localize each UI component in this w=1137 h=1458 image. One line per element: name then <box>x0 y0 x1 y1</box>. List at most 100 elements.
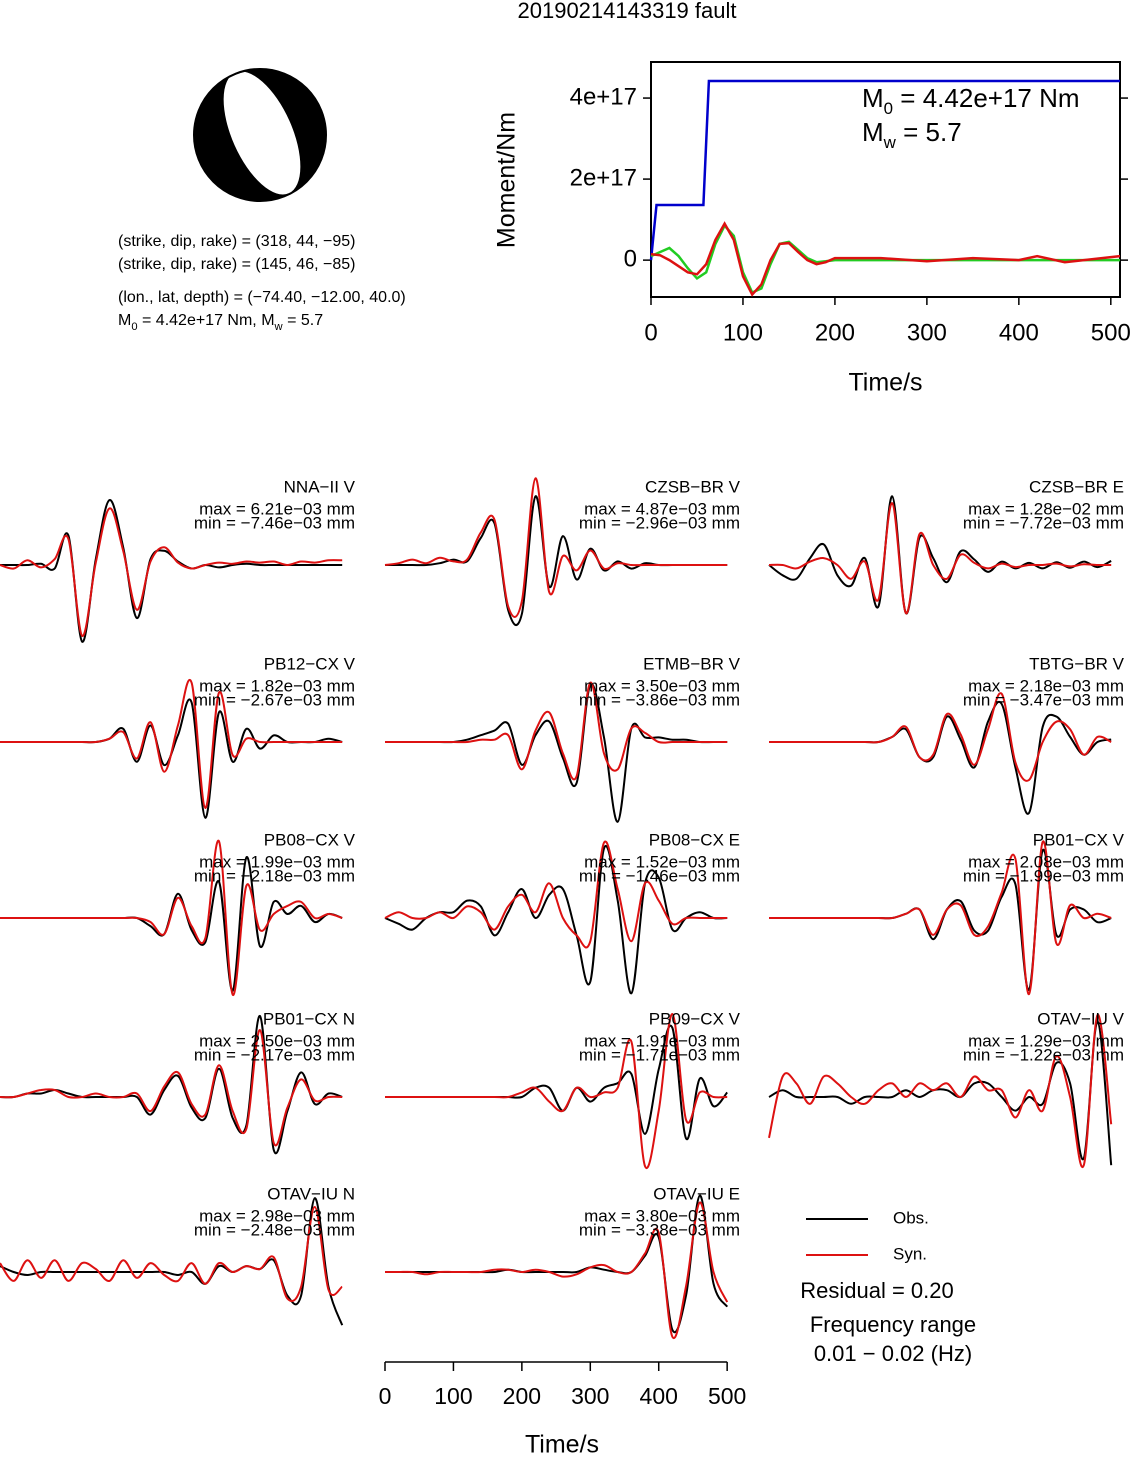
waveform <box>0 1029 343 1147</box>
x-tick-label: 400 <box>999 319 1039 346</box>
min-label: min = −1.22e−03 mm <box>963 1045 1124 1064</box>
text-part: M <box>862 117 884 147</box>
waveform <box>0 679 343 809</box>
text-part: = 5.7 <box>283 312 324 329</box>
max-label: max = 1.28e−02 mm <box>968 499 1124 518</box>
annotation: M0 = 4.42e+17 Nm <box>862 83 1080 118</box>
station-label: OTAV−IU N <box>267 1184 355 1203</box>
station-label: PB08−CX E <box>649 830 740 849</box>
x-axis-label: Time/s <box>525 1431 599 1458</box>
min-label: min = −3.38e−03 mm <box>579 1220 740 1239</box>
nodal-plane: (strike, dip, rake) = (318, 44, −95) <box>118 233 355 250</box>
max-label: max = 2.98e−03 mm <box>199 1206 355 1225</box>
waveform <box>384 681 728 781</box>
max-label: max = 1.52e−03 mm <box>584 852 740 871</box>
y-tick-label: 4e+17 <box>570 83 637 110</box>
text-part: M <box>118 312 131 329</box>
min-label: min = −1.99e−03 mm <box>963 866 1124 885</box>
station-label: OTAV−IU V <box>1037 1009 1124 1028</box>
min-label: min = −3.86e−03 mm <box>579 690 740 709</box>
text-part: w <box>274 321 284 333</box>
waveform <box>768 1014 1113 1169</box>
nodal-plane: (strike, dip, rake) = (145, 46, −85) <box>118 256 355 273</box>
text-part: M <box>862 83 884 113</box>
legend-label: Syn. <box>893 1244 927 1263</box>
waveform <box>385 1013 728 1170</box>
station-label: PB12−CX V <box>264 654 356 673</box>
max-label: max = 3.80e−03 mm <box>584 1206 740 1225</box>
min-label: min = −7.46e−03 mm <box>194 513 355 532</box>
x-tick-label: 200 <box>815 319 855 346</box>
annotation: Mw = 5.7 <box>862 117 962 152</box>
max-label: max = 2.08e−03 mm <box>968 852 1124 871</box>
station-label: PB09−CX V <box>649 1009 741 1028</box>
min-label: min = −7.72e−03 mm <box>963 513 1124 532</box>
waveform <box>0 507 343 637</box>
max-label: max = 2.50e−03 mm <box>199 1031 355 1050</box>
waveform <box>384 840 728 949</box>
waveform <box>769 840 1112 996</box>
max-label: max = 4.87e−03 mm <box>584 499 740 518</box>
figure-title: 20190214143319 fault <box>518 0 737 23</box>
max-label: max = 1.29e−03 mm <box>968 1031 1124 1050</box>
waveform <box>768 692 1112 782</box>
beachball <box>193 68 327 202</box>
frequency-title: Frequency range <box>810 1312 976 1337</box>
max-label: max = 2.18e−03 mm <box>968 676 1124 695</box>
max-label: max = 1.82e−03 mm <box>199 676 355 695</box>
waveform <box>768 701 1112 815</box>
x-tick-label: 100 <box>723 319 763 346</box>
moment-text: M0 = 4.42e+17 Nm, Mw = 5.7 <box>118 312 323 333</box>
station-label: TBTG−BR V <box>1029 654 1125 673</box>
station-label: NNA−II V <box>284 477 356 496</box>
text-part: w <box>883 133 897 152</box>
residual: Residual = 0.20 <box>800 1278 954 1303</box>
max-label: max = 1.99e−03 mm <box>199 852 355 871</box>
min-label: min = −2.96e−03 mm <box>579 513 740 532</box>
max-label: max = 3.50e−03 mm <box>584 676 740 695</box>
waveform <box>384 477 728 618</box>
y-tick-label: 2e+17 <box>570 164 637 191</box>
text-part: 0 <box>131 321 137 333</box>
max-label: max = 6.21e−03 mm <box>199 499 355 518</box>
station-label: PB01−CX N <box>263 1009 355 1028</box>
min-label: min = −2.18e−03 mm <box>194 866 355 885</box>
min-label: min = −3.47e−03 mm <box>963 690 1124 709</box>
min-label: min = −1.46e−03 mm <box>579 866 740 885</box>
waveform <box>0 840 343 996</box>
waveform <box>385 1201 729 1340</box>
min-label: min = −1.71e−03 mm <box>579 1045 740 1064</box>
min-label: min = −2.67e−03 mm <box>194 690 355 709</box>
station-label: CZSB−BR E <box>1029 477 1124 496</box>
x-tick-label: 300 <box>907 319 947 346</box>
station-label: ETMB−BR V <box>643 654 740 673</box>
max-label: max = 1.91e−03 mm <box>584 1031 740 1050</box>
x-tick-label: 300 <box>571 1383 609 1409</box>
min-label: min = −2.48e−03 mm <box>194 1220 355 1239</box>
station-label: PB01−CX V <box>1033 830 1125 849</box>
text-part: = 4.42e+17 Nm, M <box>138 312 275 329</box>
frequency-range: 0.01 − 0.02 (Hz) <box>814 1341 972 1366</box>
location: (lon., lat, depth) = (−74.40, −12.00, 40… <box>118 289 406 306</box>
x-tick-label: 0 <box>379 1383 392 1409</box>
text-part: = 5.7 <box>896 117 962 147</box>
x-tick-label: 200 <box>503 1383 541 1409</box>
text-part: = 4.42e+17 Nm <box>893 83 1079 113</box>
waveform <box>0 698 343 819</box>
waveform <box>0 1197 344 1326</box>
station-label: PB08−CX V <box>264 830 356 849</box>
x-tick-label: 500 <box>1091 319 1131 346</box>
station-label: OTAV−IU E <box>653 1184 740 1203</box>
y-axis-label: Moment/Nm <box>493 112 521 248</box>
series-line <box>649 79 1120 261</box>
x-tick-label: 400 <box>640 1383 678 1409</box>
waveform <box>384 844 728 995</box>
waveform <box>768 1020 1113 1166</box>
waveform <box>768 502 1112 615</box>
x-axis-label: Time/s <box>848 369 922 397</box>
x-tick-label: 100 <box>434 1383 472 1409</box>
text-part: 0 <box>884 99 893 118</box>
legend-label: Obs. <box>893 1208 929 1227</box>
x-tick-label: 0 <box>644 319 657 346</box>
